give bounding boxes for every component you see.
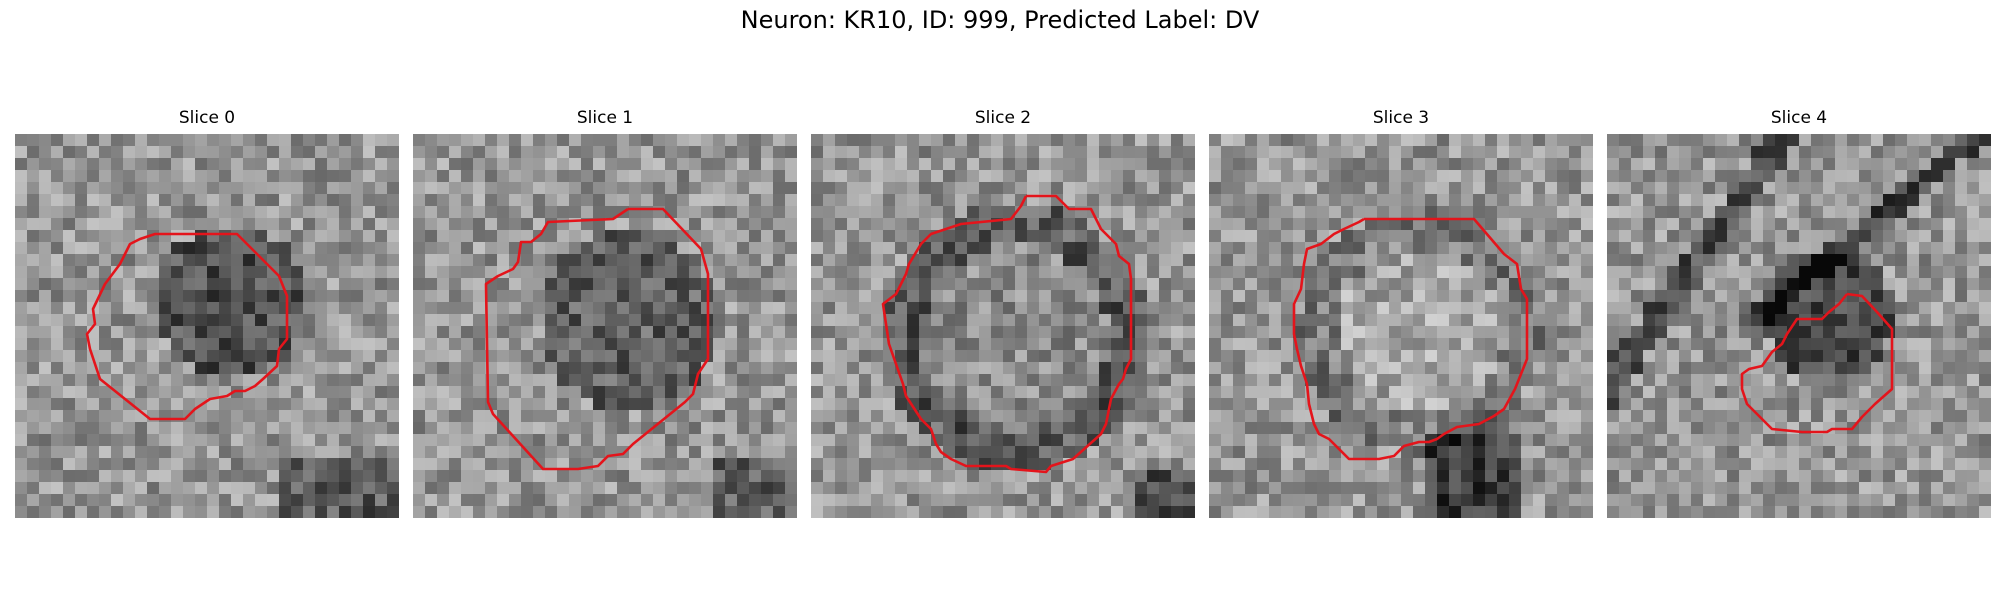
segmentation-contour xyxy=(1292,217,1529,461)
slice-title: Slice 4 xyxy=(1770,108,1828,128)
segmentation-contour xyxy=(85,232,289,421)
slice-title: Slice 0 xyxy=(178,108,236,128)
segmentation-contour xyxy=(1740,292,1894,434)
microscopy-slice xyxy=(15,134,399,518)
slice-title: Slice 2 xyxy=(974,108,1032,128)
figure-title: Neuron: KR10, ID: 999, Predicted Label: … xyxy=(740,6,1260,34)
slice-image xyxy=(1607,134,1991,518)
slice-image xyxy=(1209,134,1593,518)
microscopy-slice xyxy=(1607,134,1991,518)
slice-title: Slice 1 xyxy=(576,108,634,128)
segmentation-contour xyxy=(881,194,1133,474)
slice-image xyxy=(413,134,797,518)
slice-title: Slice 3 xyxy=(1372,108,1430,128)
microscopy-slice xyxy=(413,134,797,518)
slice-image xyxy=(811,134,1195,518)
slice-image xyxy=(15,134,399,518)
microscopy-slice xyxy=(1209,134,1593,518)
segmentation-contour xyxy=(484,207,710,471)
